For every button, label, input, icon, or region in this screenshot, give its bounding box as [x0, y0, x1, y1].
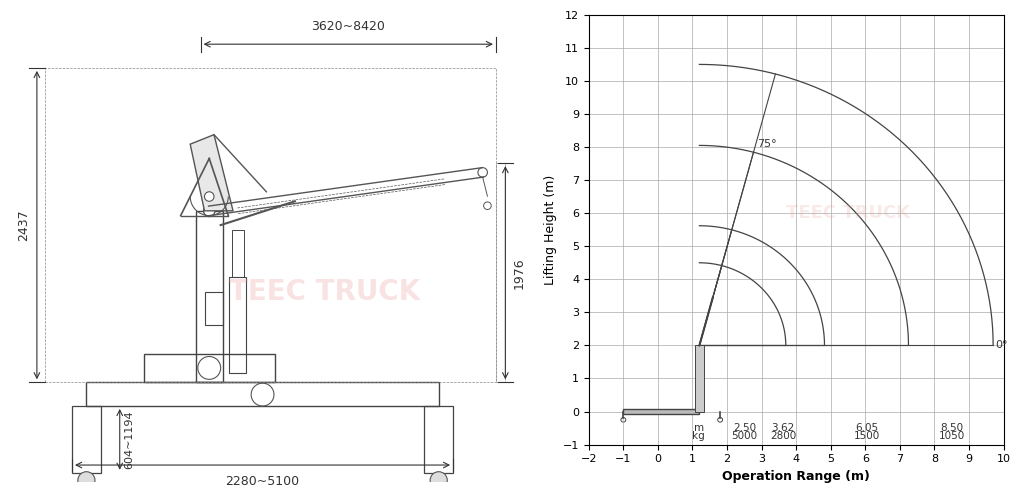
X-axis label: Operation Range (m): Operation Range (m) [722, 470, 870, 483]
Circle shape [205, 192, 214, 201]
Polygon shape [190, 135, 233, 211]
Y-axis label: Lifting Height (m): Lifting Height (m) [544, 174, 557, 285]
Bar [232, 230, 244, 278]
Bar [143, 354, 274, 382]
Text: 2.50: 2.50 [733, 423, 756, 433]
Bar [695, 345, 703, 412]
Text: 0°: 0° [995, 340, 1008, 350]
Text: 1976: 1976 [512, 257, 525, 288]
Text: kg: kg [692, 431, 705, 441]
Text: 8.50: 8.50 [940, 423, 964, 433]
Circle shape [78, 472, 95, 489]
Circle shape [204, 205, 215, 216]
Text: 3620~8420: 3620~8420 [311, 20, 385, 33]
Text: 6.05: 6.05 [855, 423, 879, 433]
Text: 604~1194: 604~1194 [125, 410, 134, 469]
Text: 1500: 1500 [854, 431, 881, 441]
Text: TEEC TRUCK: TEEC TRUCK [228, 278, 420, 306]
Circle shape [430, 472, 447, 489]
Text: 1050: 1050 [939, 431, 965, 441]
Bar [86, 382, 438, 406]
Circle shape [621, 417, 626, 422]
Circle shape [718, 417, 723, 422]
Text: 2280~5100: 2280~5100 [225, 475, 300, 488]
Bar [624, 409, 699, 414]
Text: 2437: 2437 [17, 209, 30, 241]
Text: TEEC TRUCK: TEEC TRUCK [786, 204, 910, 222]
Text: 75°: 75° [757, 139, 776, 149]
Text: 5000: 5000 [731, 431, 758, 441]
Bar [206, 292, 222, 325]
Bar [496, 163, 506, 382]
Bar [44, 68, 496, 382]
Bar [424, 406, 453, 473]
Text: m: m [694, 423, 705, 433]
Text: 2800: 2800 [770, 431, 796, 441]
Circle shape [478, 167, 487, 177]
Bar [229, 278, 247, 372]
Bar [196, 211, 222, 382]
Bar [72, 406, 100, 473]
Text: 3.62: 3.62 [771, 423, 795, 433]
